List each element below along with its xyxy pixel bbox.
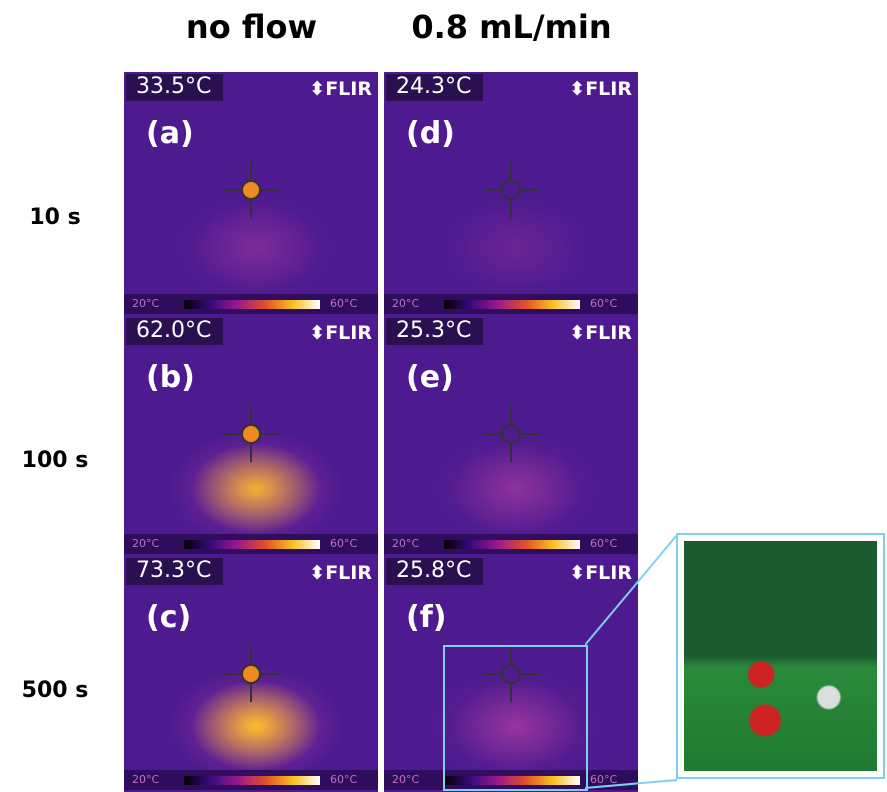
brand-logo: ⬍FLIR <box>309 78 372 100</box>
scale-min: 20°C <box>132 773 159 786</box>
row-label: 500 s <box>0 678 110 703</box>
temperature-reading: 24.3°C <box>386 74 483 101</box>
temperature-reading: 62.0°C <box>126 318 223 345</box>
scale-bar: 20°C 60°C <box>124 534 378 554</box>
pcb-photo <box>684 541 877 771</box>
brand-logo: ⬍FLIR <box>309 322 372 344</box>
row-label: 10 s <box>0 205 110 230</box>
scale-min: 20°C <box>392 297 419 310</box>
crosshair <box>481 160 541 220</box>
scale-bar: 20°C 60°C <box>124 770 378 790</box>
crosshair <box>221 644 281 704</box>
column-header: no flow <box>124 8 379 46</box>
panel-letter: (a) <box>146 116 194 151</box>
colorbar <box>184 540 320 549</box>
colorbar <box>184 776 320 785</box>
panel-letter: (f) <box>406 600 446 635</box>
column-header: 0.8 mL/min <box>384 8 639 46</box>
brand-logo: ⬍FLIR <box>569 78 632 100</box>
scale-min: 20°C <box>392 537 419 550</box>
scale-max: 60°C <box>330 773 357 786</box>
row-label: 100 s <box>0 448 110 473</box>
scale-max: 60°C <box>590 297 617 310</box>
thermal-image: 33.5°C ⬍FLIR (a) 20°C 60°C <box>124 72 378 316</box>
brand-text: FLIR <box>585 78 632 100</box>
zoom-lines <box>585 530 680 792</box>
scale-min: 20°C <box>392 773 419 786</box>
scale-bar: 20°C 60°C <box>384 294 638 314</box>
brand-logo: ⬍FLIR <box>569 322 632 344</box>
inset <box>676 533 885 779</box>
scale-max: 60°C <box>330 537 357 550</box>
brand-text: FLIR <box>585 322 632 344</box>
brand-text: FLIR <box>325 78 372 100</box>
temperature-reading: 33.5°C <box>126 74 223 101</box>
panel-letter: (c) <box>146 600 191 635</box>
temperature-reading: 25.8°C <box>386 558 483 585</box>
crosshair <box>481 404 541 464</box>
temperature-reading: 25.3°C <box>386 318 483 345</box>
scale-bar: 20°C 60°C <box>124 294 378 314</box>
thermal-image: 62.0°C ⬍FLIR (b) 20°C 60°C <box>124 316 378 556</box>
scale-min: 20°C <box>132 537 159 550</box>
panel-letter: (e) <box>406 360 454 395</box>
crosshair <box>221 160 281 220</box>
colorbar <box>444 540 580 549</box>
thermal-image: 73.3°C ⬍FLIR (c) 20°C 60°C <box>124 556 378 792</box>
colorbar <box>444 300 580 309</box>
scale-min: 20°C <box>132 297 159 310</box>
zoom-box <box>443 645 588 791</box>
crosshair <box>221 404 281 464</box>
brand-text: FLIR <box>325 322 372 344</box>
page: no flow 0.8 mL/min 10 s 100 s 500 s 33.5… <box>0 0 887 792</box>
colorbar <box>184 300 320 309</box>
panel-letter: (d) <box>406 116 455 151</box>
thermal-image: 24.3°C ⬍FLIR (d) 20°C 60°C <box>384 72 638 316</box>
temperature-reading: 73.3°C <box>126 558 223 585</box>
brand-text: FLIR <box>325 562 372 584</box>
scale-max: 60°C <box>330 297 357 310</box>
brand-logo: ⬍FLIR <box>309 562 372 584</box>
panel-letter: (b) <box>146 360 195 395</box>
